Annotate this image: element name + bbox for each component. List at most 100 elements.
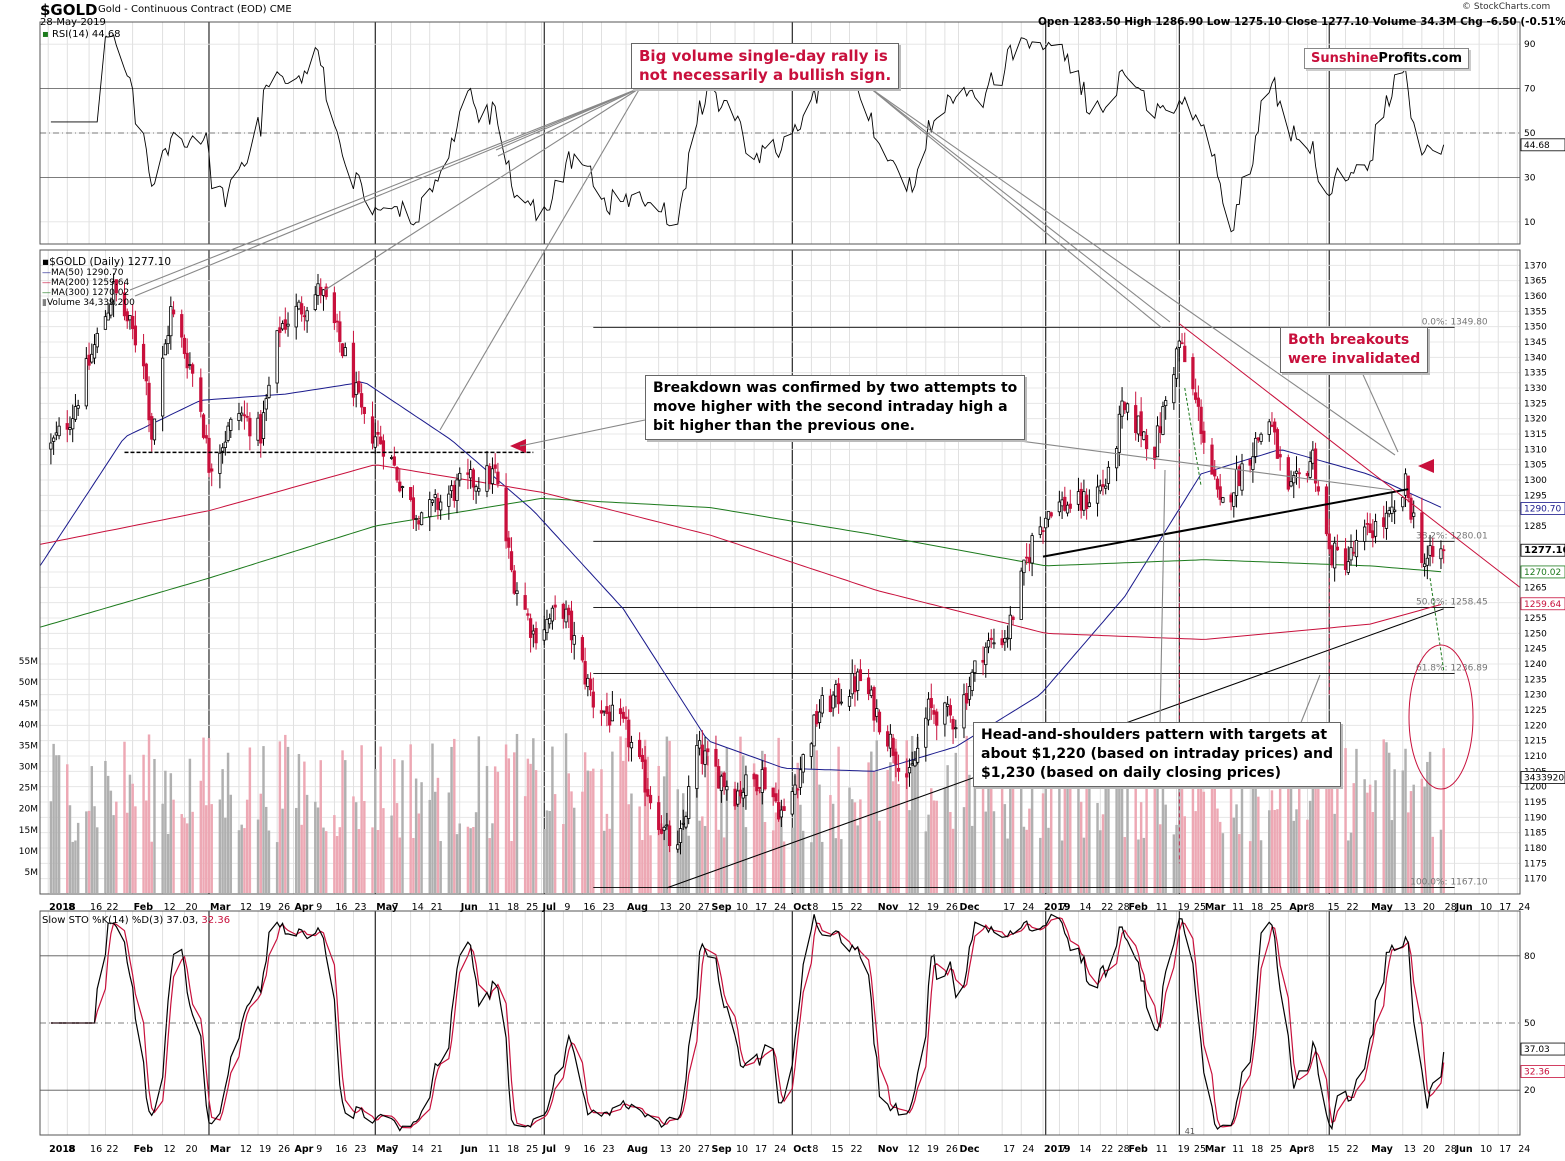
- volume-bar: [668, 740, 671, 893]
- x-tick-label: 13: [1404, 902, 1416, 913]
- sto-bottom-marker: 41: [1185, 1127, 1195, 1136]
- price-last-label: 1277.10: [1524, 545, 1565, 556]
- candle-body: [485, 465, 489, 492]
- candle-body: [531, 630, 535, 635]
- volume-bar: [910, 735, 914, 893]
- volume-bar: [335, 836, 339, 893]
- candle-body: [1253, 437, 1258, 457]
- volume-bar: [243, 828, 246, 893]
- volume-bar: [1314, 777, 1317, 893]
- annotation-line: move higher with the second intraday hig…: [653, 399, 1008, 415]
- price-tick-label: 1190: [1524, 813, 1547, 823]
- candle-body: [1038, 526, 1042, 535]
- candle-body: [1060, 499, 1064, 507]
- candle-body: [182, 337, 187, 355]
- candle-body: [1202, 430, 1206, 443]
- candle-body: [561, 603, 565, 619]
- x-tick-label: 25: [1270, 902, 1282, 913]
- candle-body: [667, 825, 672, 846]
- volume-bar: [341, 750, 344, 893]
- legend-ma50-swatch: —: [42, 268, 51, 278]
- price-last-label-box: [1520, 502, 1565, 515]
- x-tick-label: Feb: [134, 902, 154, 913]
- x-tick-label: 16: [583, 1144, 595, 1155]
- volume-bar: [821, 841, 824, 893]
- candle-body: [809, 743, 813, 757]
- volume-bar: [924, 831, 928, 893]
- volume-bar: [1238, 834, 1241, 893]
- volume-bar: [314, 801, 317, 893]
- candle-body: [419, 512, 424, 526]
- volume-bar: [1426, 761, 1429, 893]
- candle-body: [954, 727, 958, 730]
- candle-body: [335, 320, 339, 323]
- candle-body: [455, 479, 459, 501]
- volume-bar: [1278, 757, 1282, 893]
- volume-bar: [474, 812, 478, 893]
- sto-k-line: [50, 913, 1445, 1132]
- candle-body: [286, 323, 290, 327]
- annotation-line: Head-and-shoulders pattern with targets …: [981, 727, 1328, 743]
- x-tick-label: 11: [488, 1144, 500, 1155]
- x-tick-label: 19: [259, 902, 271, 913]
- candle-body: [793, 784, 797, 795]
- candle-body: [986, 640, 991, 648]
- candle-body: [856, 671, 860, 691]
- candle-body: [763, 767, 767, 790]
- volume-bar: [733, 802, 737, 893]
- x-tick-label: 11: [1156, 1144, 1168, 1155]
- x-tick-label: 27: [698, 1144, 710, 1155]
- volume-bar: [562, 824, 565, 893]
- candle-body: [1005, 637, 1010, 640]
- volume-last-label-box: [1520, 771, 1565, 784]
- x-tick-label: 10: [736, 902, 748, 913]
- x-tick-label: 20: [679, 1144, 691, 1155]
- candle-body: [831, 694, 835, 709]
- volume-bar: [581, 791, 584, 893]
- volume-bar: [812, 742, 816, 893]
- candle-body: [1412, 512, 1416, 517]
- volume-bar: [376, 830, 380, 893]
- volume-tick-label: 25M: [19, 784, 38, 794]
- volume-bar: [943, 787, 947, 893]
- logo-part2: Profits.com: [1378, 51, 1462, 66]
- candle-body: [188, 364, 192, 366]
- price-tick-label: 1200: [1524, 783, 1547, 793]
- candle-body: [125, 311, 129, 322]
- volume-bar: [534, 770, 538, 893]
- x-tick-label: 16: [335, 1144, 347, 1155]
- x-tick-label: 25: [526, 1144, 538, 1155]
- candle-body: [1065, 504, 1070, 514]
- candle-body: [373, 436, 377, 448]
- candle-body: [700, 744, 704, 765]
- candle-body: [894, 751, 898, 765]
- volume-bar: [815, 750, 819, 893]
- candle-body: [733, 788, 737, 807]
- x-tick-label: 14: [412, 902, 424, 913]
- x-tick-label: Nov: [878, 902, 899, 913]
- candle-body: [1125, 403, 1130, 413]
- price-tick-label: 1250: [1524, 629, 1547, 639]
- x-tick-label: 22: [1101, 1144, 1113, 1155]
- x-tick-label: 16: [335, 902, 347, 913]
- candle-body: [866, 677, 871, 695]
- volume-bar: [428, 799, 431, 893]
- candle-body: [648, 794, 653, 804]
- volume-bar: [889, 762, 892, 893]
- volume-bar: [1366, 792, 1369, 893]
- volume-bar: [344, 760, 347, 893]
- volume-bar: [755, 791, 759, 893]
- volume-bar: [1349, 832, 1353, 893]
- candle-body: [1134, 405, 1138, 434]
- price-tick-label: 1345: [1524, 338, 1547, 348]
- volume-bar: [930, 788, 933, 893]
- volume-bar: [1292, 820, 1296, 893]
- candle-body: [392, 456, 396, 466]
- volume-bar: [267, 830, 271, 893]
- candle-body: [602, 710, 606, 713]
- volume-bar: [205, 805, 208, 893]
- volume-bar: [1120, 748, 1124, 893]
- x-tick-label: 16: [90, 1144, 102, 1155]
- volume-bar: [180, 814, 183, 893]
- candle-body: [1085, 494, 1089, 510]
